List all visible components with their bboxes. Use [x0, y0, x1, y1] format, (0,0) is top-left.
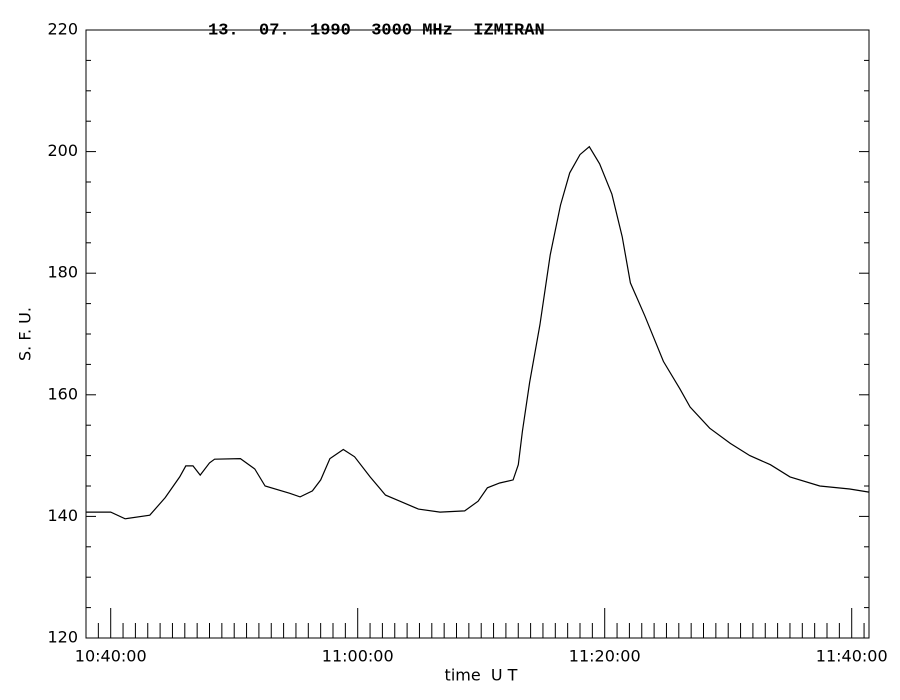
x-tick-label: 11:20:00: [569, 647, 641, 666]
y-tick-label: 140: [47, 506, 78, 525]
y-tick-label: 220: [47, 20, 78, 39]
chart-title: 13. 07. 1990 3000 MHz IZMIRAN: [208, 21, 545, 40]
plot-frame: [85, 29, 870, 639]
y-axis-label: S. F. U.: [16, 307, 35, 361]
x-tick-label: 11:40:00: [816, 647, 888, 666]
y-tick-label: 160: [47, 384, 78, 403]
x-axis-label: time U T: [445, 666, 518, 685]
data-line: [86, 145, 870, 520]
x-tick-label: 11:00:00: [322, 647, 394, 666]
y-tick-label: 200: [47, 141, 78, 160]
y-tick-label: 180: [47, 263, 78, 282]
x-tick-label: 10:40:00: [75, 647, 147, 666]
y-tick-label: 120: [47, 628, 78, 647]
